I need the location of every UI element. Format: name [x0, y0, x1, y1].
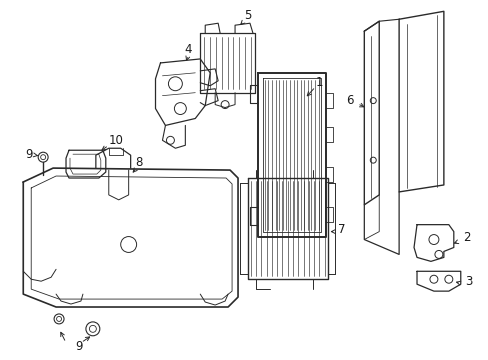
Text: 3: 3 [464, 275, 471, 288]
Text: 6: 6 [345, 94, 352, 107]
Text: 7: 7 [337, 223, 345, 236]
Text: 9: 9 [75, 340, 82, 353]
Text: 10: 10 [108, 134, 123, 147]
Text: 4: 4 [184, 42, 192, 55]
Text: 1: 1 [315, 76, 323, 89]
Text: 8: 8 [135, 156, 142, 168]
Text: 5: 5 [244, 9, 251, 22]
Text: 9: 9 [25, 148, 33, 161]
Text: 2: 2 [462, 231, 469, 244]
